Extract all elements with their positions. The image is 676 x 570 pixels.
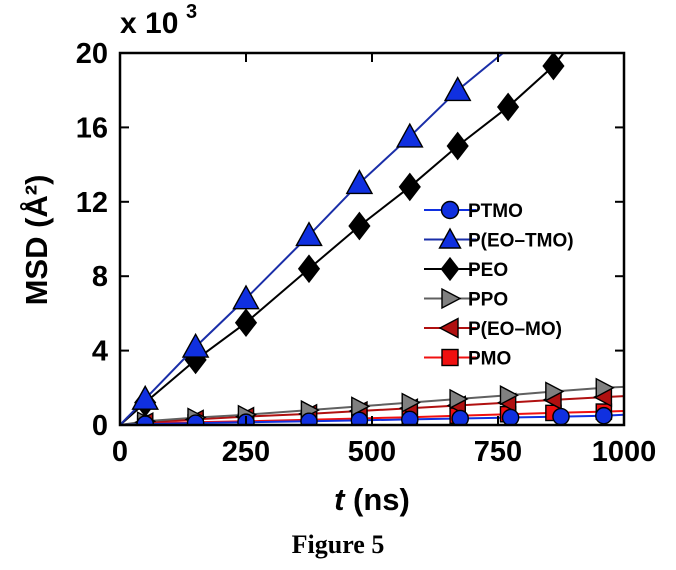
legend-label: PPO — [468, 290, 508, 311]
x-tick-label: 500 — [348, 436, 396, 468]
legend-label: P(EO–TMO) — [468, 231, 574, 252]
data-point — [234, 308, 258, 338]
plot-layer — [120, 53, 624, 425]
data-point — [131, 384, 159, 410]
data-point — [300, 412, 318, 425]
data-point — [499, 385, 520, 406]
data-point — [451, 409, 469, 425]
y-tick-label: 8 — [92, 261, 108, 293]
x-axis-label: t (ns) — [334, 482, 410, 517]
legend-marker — [441, 287, 462, 310]
data-point — [446, 131, 469, 161]
data-point — [297, 254, 321, 284]
data-point — [595, 406, 613, 425]
y-multiplier-exponent: 3 — [186, 1, 197, 23]
data-point — [501, 408, 520, 425]
plot-frame — [118, 51, 626, 427]
legend-label: P(EO–MO) — [468, 319, 562, 340]
data-point — [348, 211, 371, 241]
data-point — [449, 388, 469, 410]
y-tick-label: 0 — [92, 410, 108, 442]
figure-caption: Figure 5 — [291, 530, 385, 559]
y-tick-label: 12 — [76, 187, 108, 219]
y-multiplier-label: x 10 — [120, 7, 178, 40]
data-point — [398, 172, 421, 202]
x-tick-label: 1000 — [592, 436, 657, 468]
x-axis-label-italic: t — [334, 482, 346, 517]
legend-marker — [438, 317, 459, 339]
data-point — [396, 122, 424, 148]
data-point — [496, 92, 520, 122]
data-point — [181, 332, 210, 358]
legend-label: PMO — [468, 349, 511, 370]
legend-marker — [438, 227, 462, 249]
ticks-layer: 0 250 500 750 1000 0 4 8 12 16 20 — [76, 38, 657, 468]
legend-label: PEO — [468, 260, 508, 281]
data-point — [552, 407, 570, 425]
y-tick-label: 20 — [76, 38, 108, 70]
data-point — [186, 414, 205, 425]
data-point — [295, 221, 323, 247]
msd-chart: x 10 3 MSD (Å²) t (ns) 0 250 500 750 1000 0 4 8… — [19, 1, 657, 517]
x-tick-label: 250 — [222, 436, 270, 468]
data-point — [443, 76, 472, 102]
x-tick-label: 0 — [112, 436, 128, 468]
data-point — [350, 411, 369, 425]
data-point — [401, 392, 421, 413]
y-tick-label: 4 — [92, 336, 108, 368]
data-point — [595, 377, 615, 398]
data-point — [401, 410, 419, 425]
data-point — [232, 284, 260, 310]
legend-marker — [441, 348, 459, 367]
data-point — [545, 381, 565, 402]
x-tick-label: 750 — [474, 436, 522, 468]
legend-marker — [440, 200, 460, 220]
legend: PTMO P(EO–TMO) PEO PPO P(EO–MO) PMO — [424, 200, 574, 370]
data-point — [542, 53, 565, 81]
legend-label: PTMO — [468, 201, 523, 222]
y-axis-label: MSD (Å²) — [19, 175, 54, 306]
y-tick-label: 16 — [76, 112, 108, 144]
data-point — [345, 169, 374, 195]
x-axis-label-unit: (ns) — [344, 482, 409, 517]
legend-marker — [440, 256, 460, 282]
data-point — [351, 396, 371, 417]
plot-area — [120, 53, 624, 425]
